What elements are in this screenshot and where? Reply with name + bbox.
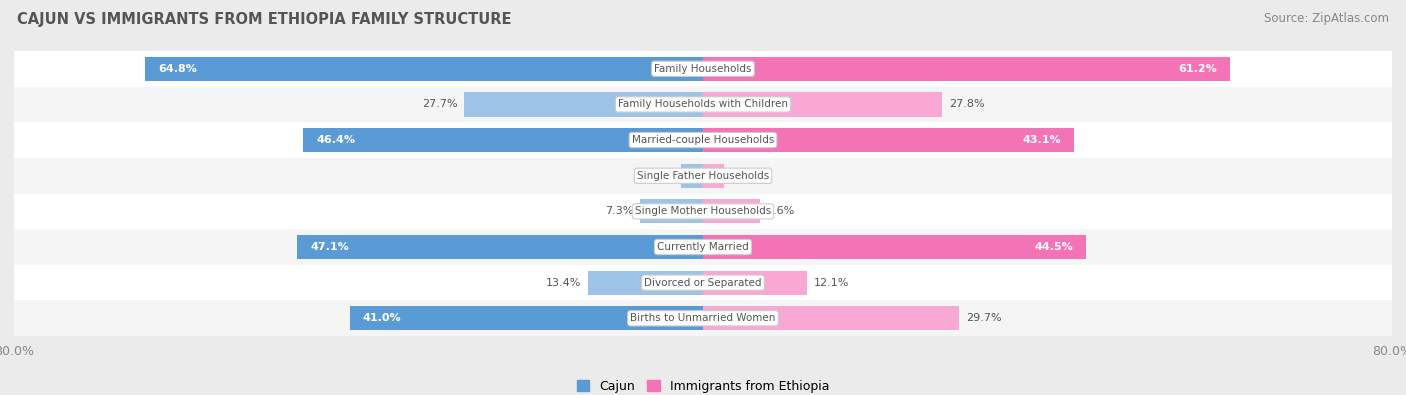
Text: 44.5%: 44.5%	[1035, 242, 1073, 252]
Text: Family Households: Family Households	[654, 64, 752, 74]
Bar	[304, 128, 703, 152]
Bar	[682, 164, 703, 188]
Text: Family Households with Children: Family Households with Children	[619, 100, 787, 109]
Text: Single Mother Households: Single Mother Households	[636, 206, 770, 216]
Text: Source: ZipAtlas.com: Source: ZipAtlas.com	[1264, 12, 1389, 25]
Bar	[703, 56, 1230, 81]
Bar	[14, 194, 1392, 229]
Bar	[703, 92, 942, 117]
Bar	[14, 122, 1392, 158]
Bar	[703, 128, 1074, 152]
Text: 43.1%: 43.1%	[1022, 135, 1062, 145]
Text: Married-couple Households: Married-couple Households	[631, 135, 775, 145]
Text: 7.3%: 7.3%	[605, 206, 633, 216]
Bar	[14, 158, 1392, 194]
Bar	[703, 306, 959, 331]
Text: 64.8%: 64.8%	[157, 64, 197, 74]
Bar	[14, 229, 1392, 265]
Text: Single Father Households: Single Father Households	[637, 171, 769, 181]
Legend: Cajun, Immigrants from Ethiopia: Cajun, Immigrants from Ethiopia	[572, 375, 834, 395]
Text: Births to Unmarried Women: Births to Unmarried Women	[630, 313, 776, 324]
Bar	[298, 235, 703, 259]
Bar	[703, 199, 759, 224]
Bar	[464, 92, 703, 117]
Bar	[14, 265, 1392, 301]
Bar	[350, 306, 703, 331]
Text: Divorced or Separated: Divorced or Separated	[644, 278, 762, 288]
Text: 27.8%: 27.8%	[949, 100, 986, 109]
Bar	[703, 235, 1087, 259]
Text: 12.1%: 12.1%	[814, 278, 849, 288]
Bar	[14, 87, 1392, 122]
Text: 6.6%: 6.6%	[766, 206, 794, 216]
Bar	[14, 301, 1392, 336]
Bar	[640, 199, 703, 224]
Bar	[703, 271, 807, 295]
Text: 47.1%: 47.1%	[311, 242, 349, 252]
Text: 2.5%: 2.5%	[647, 171, 675, 181]
Text: 41.0%: 41.0%	[363, 313, 402, 324]
Text: 13.4%: 13.4%	[546, 278, 581, 288]
Bar	[588, 271, 703, 295]
Text: Currently Married: Currently Married	[657, 242, 749, 252]
Text: 29.7%: 29.7%	[966, 313, 1001, 324]
Text: 2.4%: 2.4%	[731, 171, 759, 181]
Bar	[703, 164, 724, 188]
Text: 27.7%: 27.7%	[422, 100, 457, 109]
Text: 46.4%: 46.4%	[316, 135, 356, 145]
Bar	[145, 56, 703, 81]
Bar	[14, 51, 1392, 87]
Text: CAJUN VS IMMIGRANTS FROM ETHIOPIA FAMILY STRUCTURE: CAJUN VS IMMIGRANTS FROM ETHIOPIA FAMILY…	[17, 12, 512, 27]
Text: 61.2%: 61.2%	[1178, 64, 1218, 74]
